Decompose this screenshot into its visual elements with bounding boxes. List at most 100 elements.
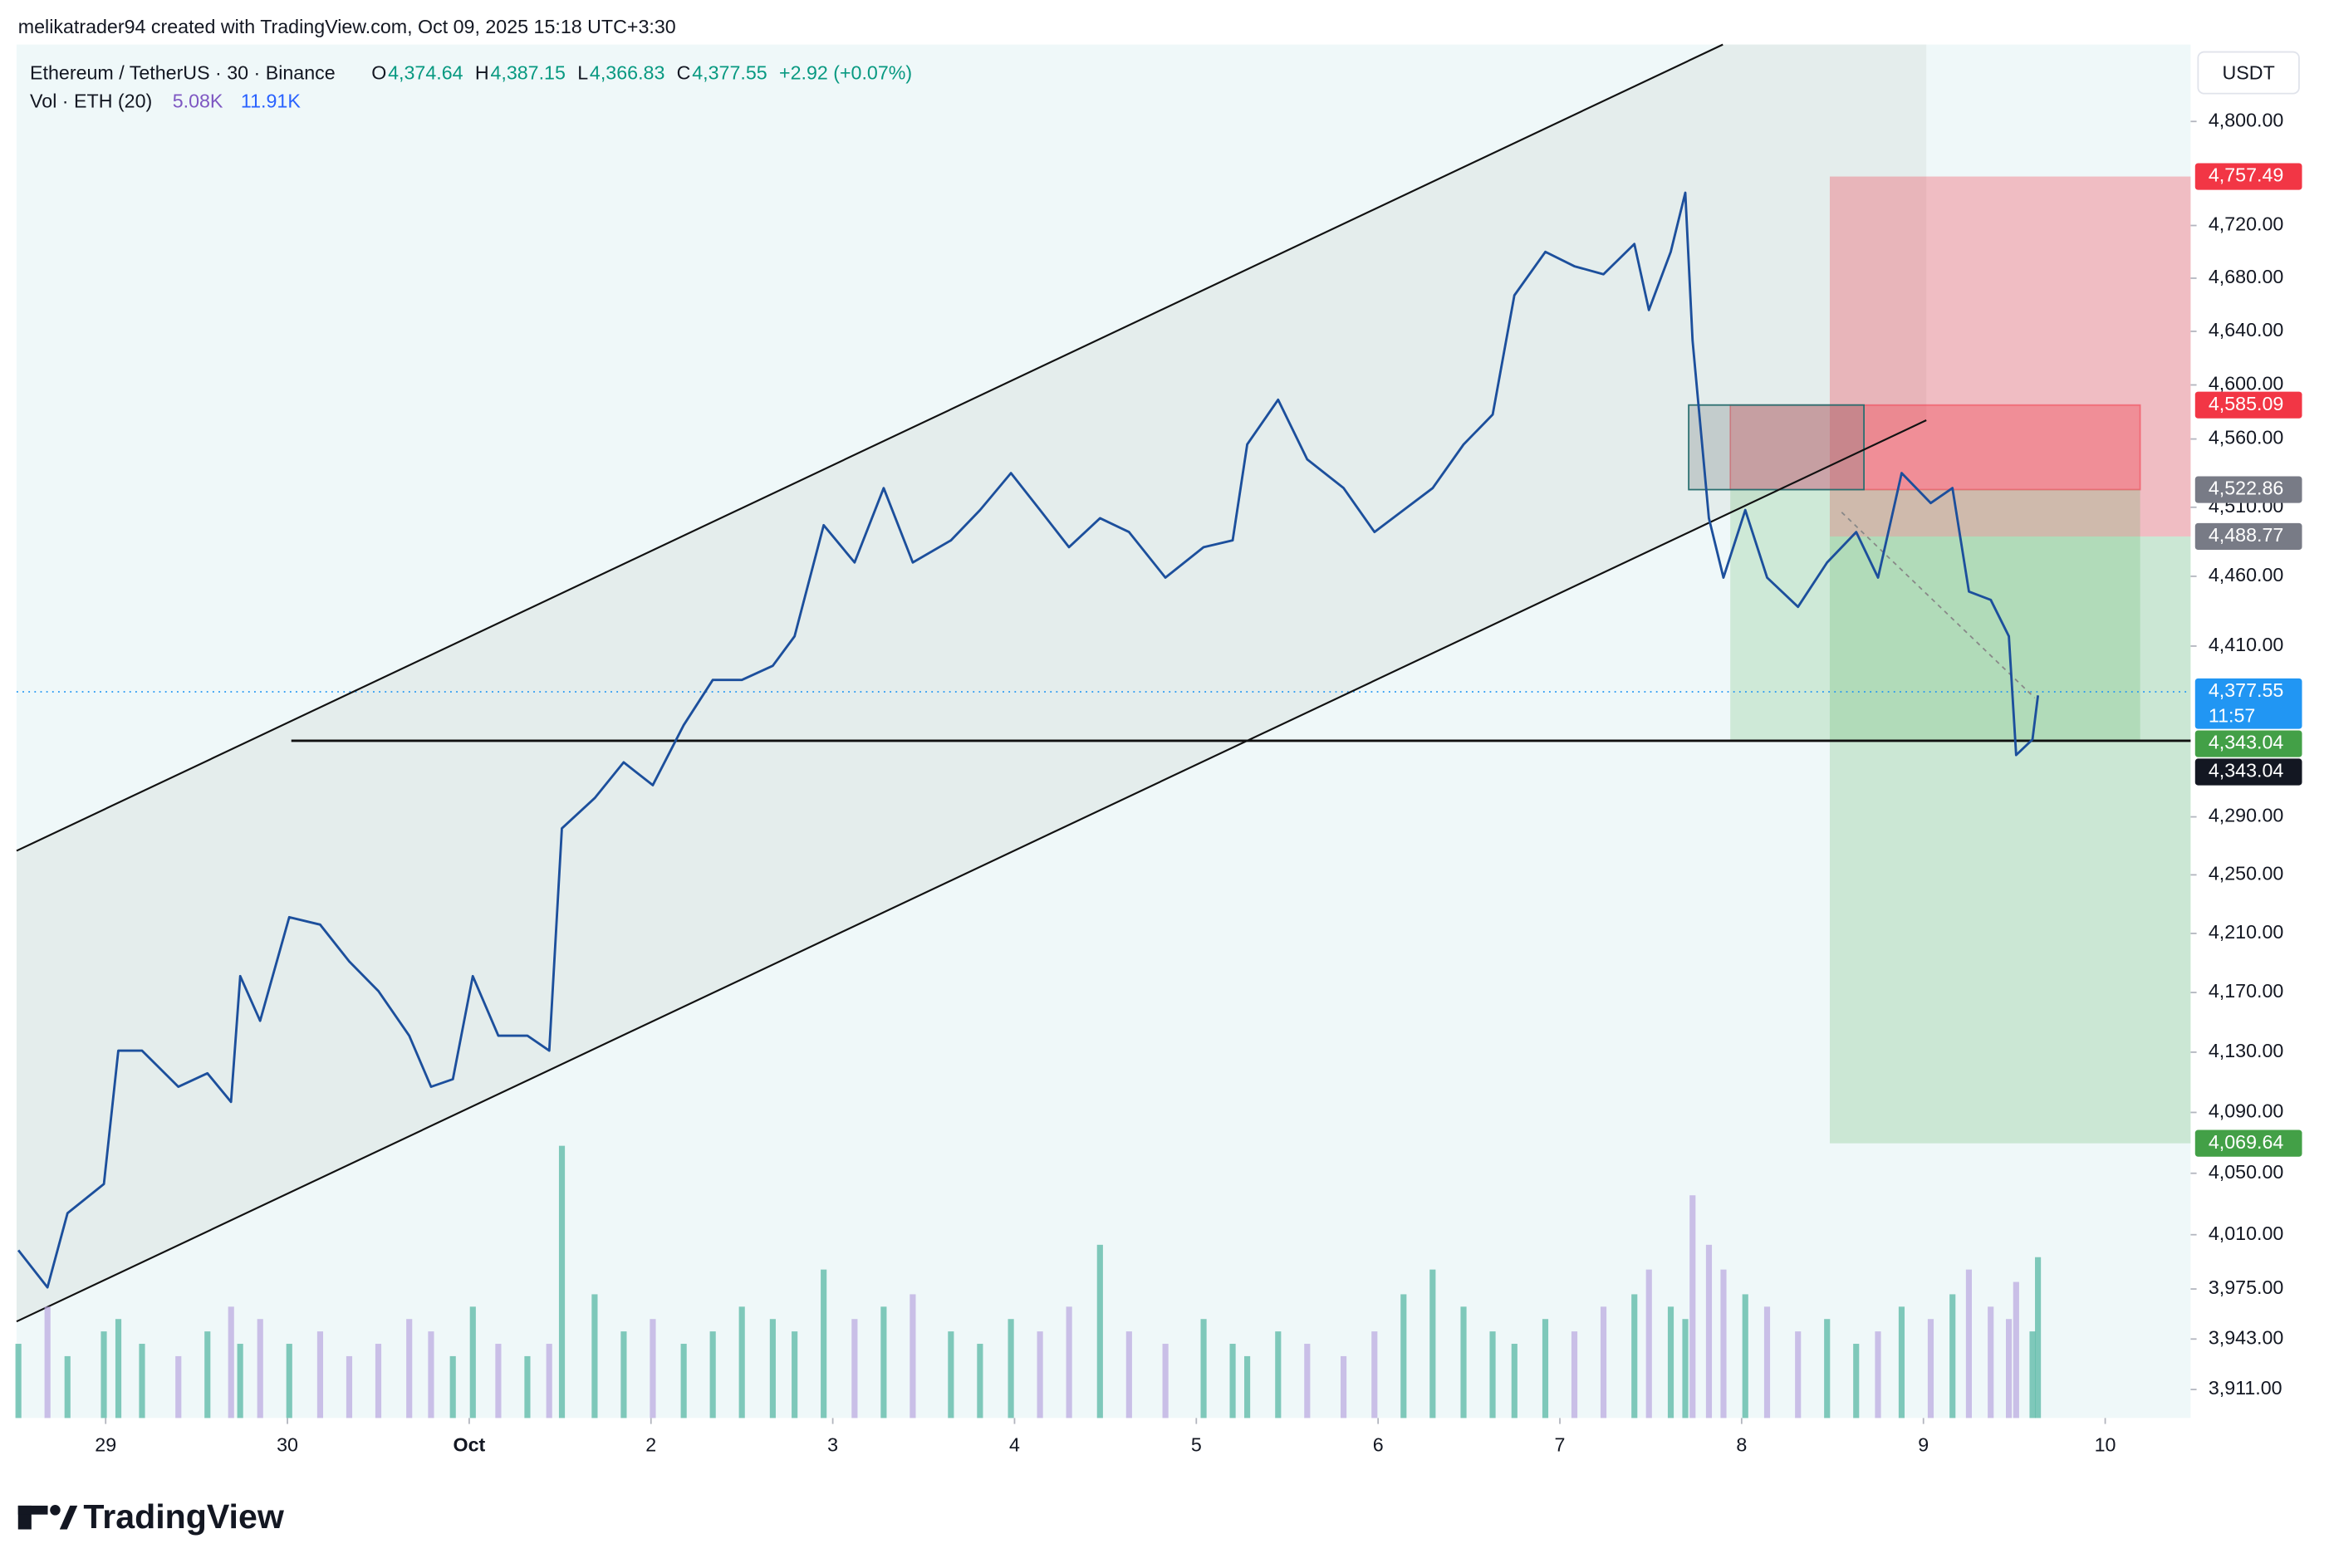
price-label-box xyxy=(2194,1129,2302,1157)
ohlc-legend: O 4,374.64 H 4,387.15 L 4,366.83 C 4,377.55 +2.9… xyxy=(371,62,912,84)
risk-zone xyxy=(1829,176,2191,537)
x-tick-label: 5 xyxy=(1191,1434,1202,1456)
volume-bar xyxy=(316,1331,324,1419)
price-label-box xyxy=(2194,163,2302,190)
volume-bar xyxy=(406,1319,413,1419)
price-label-box xyxy=(2194,678,2302,729)
volume-bar xyxy=(286,1344,292,1419)
volume-layer xyxy=(15,1145,2042,1419)
volume-bar xyxy=(1949,1294,1956,1419)
price-label: 4,522.86 xyxy=(2209,478,2283,499)
y-tick-label: 4,410.00 xyxy=(2209,634,2284,655)
drawings xyxy=(16,176,2191,1144)
x-tick-label: 7 xyxy=(1555,1434,1566,1456)
price-layer xyxy=(17,191,2040,1289)
channel-upper xyxy=(16,43,1723,852)
volume-bar xyxy=(495,1344,502,1419)
price-label: 4,343.04 xyxy=(2209,732,2284,753)
volume-bar xyxy=(620,1331,627,1419)
volume-bar xyxy=(1742,1294,1748,1419)
volume-bar xyxy=(821,1269,827,1419)
ohlc-value: 4,377.55 xyxy=(692,62,767,84)
x-tick-label: 29 xyxy=(95,1434,116,1456)
x-tick-label: 4 xyxy=(1009,1434,1020,1456)
x-tick-label: 10 xyxy=(2095,1434,2116,1456)
volume-bar xyxy=(1965,1269,1973,1419)
volume-bar xyxy=(115,1319,122,1419)
volume-bar xyxy=(1875,1331,1881,1419)
y-tick-label: 4,460.00 xyxy=(2209,564,2284,586)
volume-bar xyxy=(880,1306,887,1419)
volume-bar xyxy=(1705,1244,1713,1419)
x-tick-label: 2 xyxy=(645,1434,656,1456)
x-tick-label: 30 xyxy=(277,1434,298,1456)
volume-bar xyxy=(1795,1331,1802,1419)
volume-ma: 11.91K xyxy=(241,91,301,112)
volume-bar xyxy=(1988,1306,1994,1419)
volume-bar xyxy=(851,1319,858,1419)
volume-bar xyxy=(1853,1344,1860,1419)
volume-bar xyxy=(792,1331,798,1419)
plot-background xyxy=(16,44,2191,1419)
y-tick-label: 4,720.00 xyxy=(2209,213,2284,235)
y-tick-label: 4,560.00 xyxy=(2209,427,2284,448)
logo-mark xyxy=(59,1505,78,1530)
volume-bar xyxy=(1125,1331,1132,1419)
price-line xyxy=(17,191,2040,1289)
y-tick-label: 4,130.00 xyxy=(2209,1040,2284,1061)
volume-bar xyxy=(101,1331,107,1419)
risk-zone xyxy=(1729,404,2141,491)
price-label-box xyxy=(2194,758,2302,786)
y-tick-label: 4,290.00 xyxy=(2209,805,2284,826)
volume-bar xyxy=(558,1145,566,1419)
currency-box[interactable] xyxy=(2197,51,2300,95)
channel-fill xyxy=(16,44,1927,1322)
volume-bar xyxy=(1304,1344,1311,1419)
supply-box xyxy=(1688,404,1865,491)
countdown: 11:57 xyxy=(2209,705,2255,727)
y-tick-label: 4,640.00 xyxy=(2209,319,2284,341)
price-label: 4,069.64 xyxy=(2209,1131,2284,1153)
volume-bar xyxy=(469,1306,476,1419)
volume-bar xyxy=(1371,1331,1378,1419)
price-label-box xyxy=(2194,476,2302,503)
volume-bar xyxy=(204,1331,211,1419)
volume-bar xyxy=(449,1355,456,1419)
volume-bar xyxy=(64,1355,71,1419)
volume-bar xyxy=(1689,1195,1696,1419)
volume-bar xyxy=(524,1355,531,1419)
price-label: 4,757.49 xyxy=(2209,164,2283,186)
volume-bar xyxy=(139,1344,145,1419)
y-tick-label: 3,975.00 xyxy=(2209,1276,2284,1298)
volume-bar xyxy=(977,1344,983,1419)
ohlc-key: H xyxy=(475,62,489,84)
price-label: 4,343.04 xyxy=(2209,760,2284,782)
axis-labels: 4,800.00 4,720.00 4,680.00 4,640.00 4,600.00… xyxy=(95,109,2302,1456)
y-tick-label: 4,250.00 xyxy=(2209,863,2284,884)
volume-bar xyxy=(428,1331,434,1419)
y-tick-label: 4,010.00 xyxy=(2209,1223,2284,1244)
volume-bar xyxy=(1460,1306,1467,1419)
ohlc-key: C xyxy=(677,62,691,84)
volume-bar xyxy=(1400,1294,1407,1419)
y-tick-label: 4,800.00 xyxy=(2209,109,2284,130)
volume-bar xyxy=(44,1306,51,1419)
volume-bar xyxy=(546,1344,552,1419)
y-tick-label: 3,943.00 xyxy=(2209,1326,2284,1348)
symbol: Ethereum / TetherUS · 30 · Binance xyxy=(30,62,336,84)
volume-bar xyxy=(1763,1306,1771,1419)
y-tick-label: 4,090.00 xyxy=(2209,1100,2284,1122)
logo xyxy=(17,1505,78,1530)
price-label-box xyxy=(2194,522,2302,551)
y-tick-label: 4,210.00 xyxy=(2209,921,2284,943)
ohlc-value: 4,374.64 xyxy=(388,62,463,84)
price-label: 4,585.09 xyxy=(2209,393,2283,414)
currency[interactable]: USDT xyxy=(2223,62,2275,84)
reward-zone xyxy=(1730,489,2140,741)
x-tick-label: 9 xyxy=(1918,1434,1929,1456)
volume-bar xyxy=(237,1344,243,1419)
volume-name: Vol · ETH (20) xyxy=(30,91,152,112)
volume-bar xyxy=(1600,1306,1607,1419)
